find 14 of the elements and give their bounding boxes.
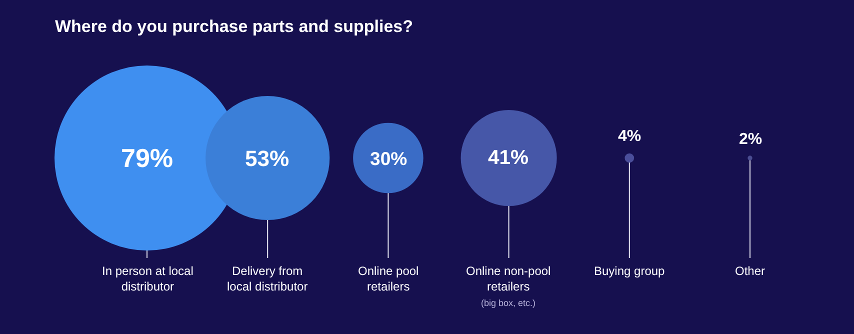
text: Where do you purchase parts and supplies? bbox=[55, 16, 414, 36]
category-label: Online pool retailers bbox=[358, 264, 419, 294]
category-label: Other bbox=[735, 264, 766, 278]
data-label: 79% bbox=[121, 143, 174, 173]
data-label: 41% bbox=[488, 147, 529, 169]
data-label: 4% bbox=[618, 128, 642, 145]
category-label: Buying group bbox=[594, 264, 666, 278]
category-label: Delivery from local distributor bbox=[227, 264, 308, 294]
text: (big box, etc.) bbox=[481, 298, 536, 308]
category-label: Online non-pool retailers bbox=[466, 264, 551, 294]
data-label: 30% bbox=[370, 148, 408, 169]
data-label: 2% bbox=[739, 131, 762, 148]
category-label: In person at local distributor bbox=[102, 264, 194, 294]
data-label: 53% bbox=[245, 146, 290, 171]
